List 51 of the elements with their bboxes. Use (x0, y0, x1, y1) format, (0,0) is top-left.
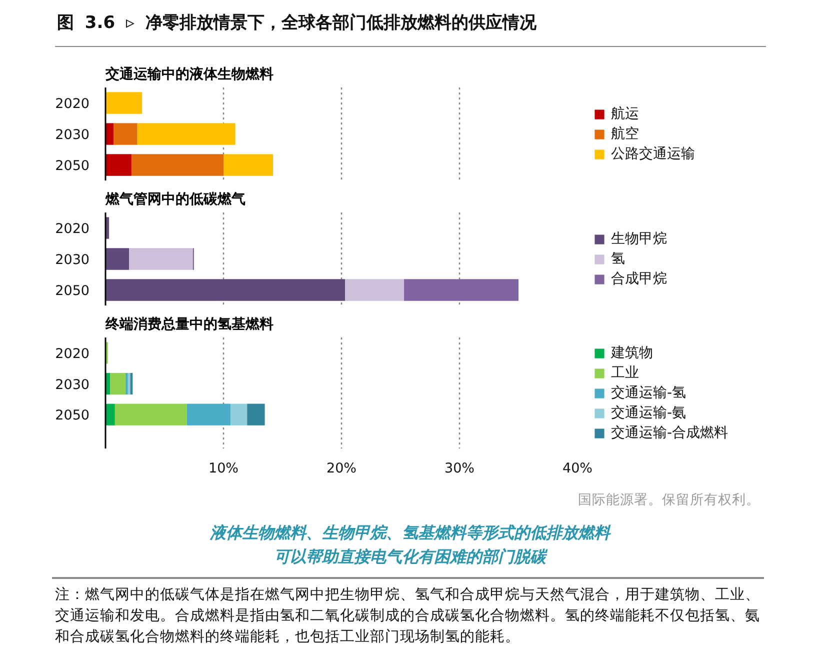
legend-label: 交通运输-氢 (611, 384, 686, 402)
bar (110, 372, 126, 395)
bar (106, 123, 114, 145)
y-tick-label: 2020 (55, 221, 90, 237)
chart-subtitle: 交通运输中的液体生物燃料 (104, 66, 274, 82)
text: 液体生物燃料、生物甲烷、氢基燃料等形式的低排放燃料 (210, 523, 610, 542)
bar (114, 123, 138, 145)
bar (404, 279, 518, 301)
y-tick-label: 2020 (55, 96, 90, 112)
x-tick-label: 30% (444, 460, 475, 476)
y-tick-label: 2030 (55, 127, 90, 143)
legend-label: 航空 (611, 124, 639, 142)
bar (247, 404, 265, 426)
legend-label: 交通运输-合成燃料 (611, 424, 728, 442)
legend-label: 合成甲烷 (611, 270, 667, 288)
y-tick-label: 2050 (55, 408, 90, 424)
bar (186, 404, 231, 426)
x-tick-label: 10% (208, 460, 239, 476)
bar (224, 154, 274, 176)
x-tick-label: 20% (326, 460, 357, 476)
bar (230, 404, 248, 426)
bar (106, 248, 130, 270)
legend-label: 建筑物 (611, 344, 653, 362)
bar (137, 123, 236, 145)
bar (128, 372, 130, 395)
y-tick-label: 2030 (55, 376, 90, 393)
legend-label: 公路交通运输 (611, 144, 695, 162)
bar (106, 154, 132, 176)
bar (129, 248, 193, 270)
bar (106, 404, 115, 426)
chart-subtitle: 燃气管网中的低碳燃气 (104, 192, 246, 208)
legend-label: 航运 (611, 104, 639, 122)
x-tick-label: 40% (562, 460, 593, 476)
text: 可以帮助直接电气化有困难的部门脱碳 (274, 547, 546, 566)
bar (106, 92, 142, 114)
y-tick-label: 2050 (55, 158, 90, 174)
bar (106, 279, 346, 301)
legend-label: 工业 (611, 364, 639, 382)
y-tick-label: 2030 (55, 252, 90, 268)
bar (345, 279, 404, 301)
bar (131, 154, 224, 176)
legend-label: 生物甲烷 (611, 230, 667, 248)
y-tick-label: 2050 (55, 283, 90, 299)
text: 国际能源署。保留所有权利。 (577, 491, 760, 510)
legend-label: 氢 (611, 250, 626, 268)
chart-title: 图 3.6 ▹ 净零排放情景下，全球各部门低排放燃料的供应情况 (55, 0, 766, 48)
chart-subtitle: 终端消费总量中的氢基燃料 (104, 316, 274, 332)
y-tick-label: 2020 (55, 346, 90, 362)
legend-label: 交通运输-氨 (611, 404, 686, 422)
bar (114, 404, 187, 426)
text: 注：燃气网中的低碳气体是指在燃气网中把生物甲烷、氢气和合成甲烷与天然气混合，用于建筑物、工业、交通运输和发电。合成燃料是指由氢和二氧化碳制成的合成碳氢化合物燃料。氢的终端能耗不仅包括氢、氨和合成碳氢化合物燃料的终端能耗，也包括工业部门现场制氢的能耗。 (52, 577, 764, 648)
